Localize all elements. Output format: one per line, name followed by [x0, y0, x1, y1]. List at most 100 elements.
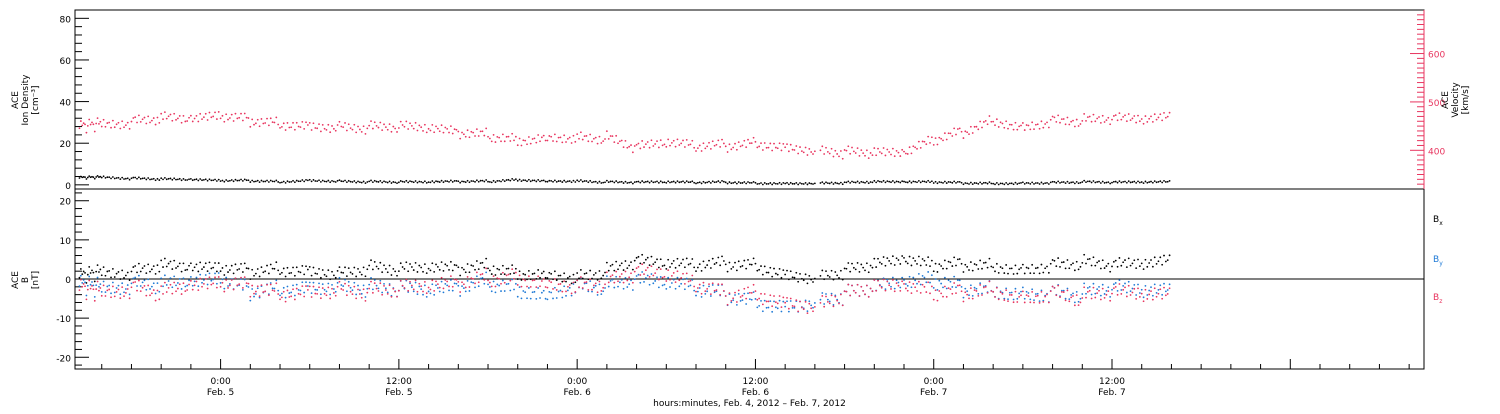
bx-point [696, 266, 699, 269]
by-point [1090, 293, 1093, 296]
velocity-point [106, 122, 109, 124]
bx-point [617, 268, 619, 271]
bx-point [446, 264, 449, 267]
velocity-point [559, 136, 562, 139]
bx-point [1034, 267, 1037, 270]
density-point [1038, 183, 1041, 185]
bz-point [490, 285, 493, 288]
density-point [295, 179, 298, 182]
by-point [956, 279, 959, 282]
density-point [171, 178, 174, 181]
bz-point [429, 288, 432, 291]
bz-point [804, 300, 807, 303]
by-point [312, 281, 315, 284]
velocity-point [1138, 120, 1141, 123]
by-point [665, 287, 668, 290]
bz-point [661, 276, 664, 279]
velocity-point [251, 118, 254, 121]
density-point [1023, 182, 1026, 185]
density-point [953, 180, 956, 183]
velocity-point [479, 130, 482, 133]
bx-point [1103, 267, 1106, 269]
bz-point [221, 281, 224, 284]
bx-point [143, 265, 146, 267]
density-point [875, 181, 878, 184]
bx-point [884, 264, 887, 267]
velocity-point [189, 114, 192, 117]
bz-point [1046, 293, 1048, 296]
density-point [422, 181, 424, 184]
bz-point [1161, 297, 1164, 300]
bz-point [137, 279, 140, 282]
velocity-point [745, 146, 748, 149]
density-point [329, 181, 332, 184]
bx-point [563, 272, 566, 275]
by-point [819, 298, 822, 301]
density-point [847, 180, 850, 183]
by-point [1008, 291, 1011, 294]
bz-point [1142, 300, 1145, 303]
by-point [1010, 291, 1013, 294]
bz-point [492, 275, 495, 278]
by-point [371, 288, 374, 291]
bz-point [1075, 294, 1078, 296]
velocity-point [202, 116, 205, 119]
bx-point [719, 264, 722, 267]
velocity-point [503, 140, 506, 143]
by-point [1020, 290, 1022, 293]
density-point [550, 179, 553, 182]
by-point [552, 297, 554, 300]
by-point [945, 287, 948, 290]
by-point [84, 281, 86, 284]
velocity-point [1122, 115, 1125, 118]
by-point [169, 277, 172, 280]
density-point [149, 178, 151, 181]
by-point [1129, 290, 1132, 293]
bz-point [637, 265, 640, 268]
by-point [178, 277, 181, 280]
velocity-point [1033, 128, 1035, 131]
by-point [516, 295, 519, 298]
bx-point [1005, 264, 1008, 266]
by-point [351, 289, 354, 292]
bx-point [897, 259, 900, 261]
bz-point [145, 294, 148, 297]
bz-point [984, 285, 987, 288]
density-point [646, 180, 649, 183]
density-point [204, 178, 207, 181]
density-point [1085, 181, 1087, 184]
bx-point [308, 266, 311, 268]
bz-point [849, 294, 852, 297]
by-point [305, 281, 307, 284]
bx-point [906, 262, 909, 265]
velocity-point [175, 118, 177, 121]
bx-point [234, 263, 237, 266]
velocity-point [722, 142, 725, 145]
density-point [635, 180, 638, 183]
by-point [509, 289, 512, 292]
density-point [709, 182, 712, 184]
velocity-point [1025, 124, 1028, 126]
bz-point [364, 299, 367, 302]
bz-point [1164, 294, 1167, 297]
velocity-point [581, 138, 584, 141]
density-point [611, 180, 614, 183]
bx-point [84, 271, 86, 274]
by-point [527, 287, 530, 289]
by-point [1159, 284, 1162, 287]
density-point [526, 180, 528, 183]
by-point [338, 276, 341, 279]
velocity-point [568, 136, 571, 139]
density-point [496, 180, 499, 182]
by-point [1099, 294, 1102, 297]
bx-point [852, 266, 855, 269]
bx-point [1059, 265, 1061, 268]
density-point [693, 181, 696, 184]
by-point [925, 281, 928, 284]
velocity-point [1099, 122, 1102, 124]
density-tick-label: 80 [60, 15, 72, 25]
by-point [130, 282, 133, 285]
bz-point [1057, 284, 1060, 287]
density-point [123, 178, 125, 180]
bx-point [995, 262, 998, 265]
